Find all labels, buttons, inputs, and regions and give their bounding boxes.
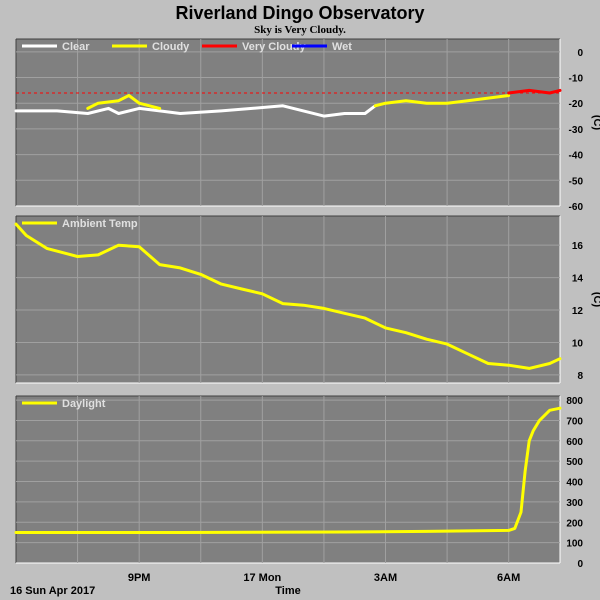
- legend-label: Cloudy: [152, 41, 190, 53]
- panel-daylight: 800 700 600 500 400 300 200 100 0 Daylight: [14, 395, 583, 570]
- y-tick-label: 14: [572, 274, 584, 285]
- series-line-cloudy: [86, 94, 162, 110]
- y-tick-label: 700: [566, 416, 583, 427]
- y-tick-label: 400: [566, 478, 583, 489]
- y-tick-label: -30: [569, 125, 584, 136]
- panel-ambient: 16 14 12 10 8 (C) Ambient Temp: [14, 215, 600, 384]
- series-line-daylight: [14, 406, 562, 534]
- panel-sky: 0 -10 -20 -30 -40 -50 -60 (C) Clear Cloudy Very Cl…: [14, 38, 600, 213]
- legend-label: Daylight: [62, 398, 106, 410]
- series-line-ambient-temp: [14, 222, 562, 370]
- x-axis: 9PM 17 Mon 3AM 6AM: [128, 572, 520, 584]
- y-tick-label: -40: [569, 151, 584, 162]
- chart-subtitle: Sky is Very Cloudy.: [254, 24, 346, 36]
- legend-label: Very Cloudy: [242, 41, 306, 53]
- legend-item: Wet: [292, 41, 352, 53]
- legend-item: Very Cloudy: [202, 41, 306, 53]
- panel-background: [16, 396, 560, 563]
- legend-label: Clear: [62, 41, 90, 53]
- x-tick-label: 6AM: [497, 572, 520, 584]
- y-axis-label: (C): [591, 115, 600, 131]
- y-tick-label: 300: [566, 498, 583, 509]
- legend-item: Clear: [22, 41, 90, 53]
- series-line-clear: [14, 104, 377, 118]
- x-tick-label: 3AM: [374, 572, 397, 584]
- panel-background: [16, 39, 560, 206]
- x-axis-date-label: 16 Sun Apr 2017: [10, 585, 95, 597]
- y-tick-label: 800: [566, 396, 583, 407]
- y-tick-label: -50: [569, 176, 584, 187]
- y-tick-label: -10: [569, 74, 584, 85]
- y-tick-label: 0: [577, 48, 583, 59]
- y-axis-label: (C): [591, 292, 600, 308]
- series-line-very-cloudy: [507, 88, 562, 95]
- legend-item: Cloudy: [112, 41, 190, 53]
- y-tick-label: 200: [566, 518, 583, 529]
- y-tick-label: 16: [572, 241, 584, 252]
- legend-label: Wet: [332, 41, 352, 53]
- y-tick-label: 500: [566, 457, 583, 468]
- series-line-cloudy: [373, 94, 511, 108]
- x-axis-title: Time: [275, 585, 300, 597]
- chart-panels: 0 -10 -20 -30 -40 -50 -60 (C) Clear Cloudy Very Cl…: [14, 38, 600, 570]
- y-tick-label: -20: [569, 99, 584, 110]
- legend-item: Ambient Temp: [22, 218, 138, 230]
- y-tick-label: 600: [566, 437, 583, 448]
- legend-label: Ambient Temp: [62, 218, 138, 230]
- y-tick-label: 0: [577, 559, 583, 570]
- chart-title: Riverland Dingo Observatory: [175, 3, 424, 23]
- y-tick-label: 8: [577, 371, 583, 382]
- legend-item: Daylight: [22, 398, 106, 410]
- x-tick-label: 9PM: [128, 572, 151, 584]
- y-tick-label: 100: [566, 539, 583, 550]
- x-tick-label: 17 Mon: [243, 572, 281, 584]
- y-tick-label: 12: [572, 306, 584, 317]
- y-tick-label: 10: [572, 338, 584, 349]
- y-tick-label: -60: [569, 202, 584, 213]
